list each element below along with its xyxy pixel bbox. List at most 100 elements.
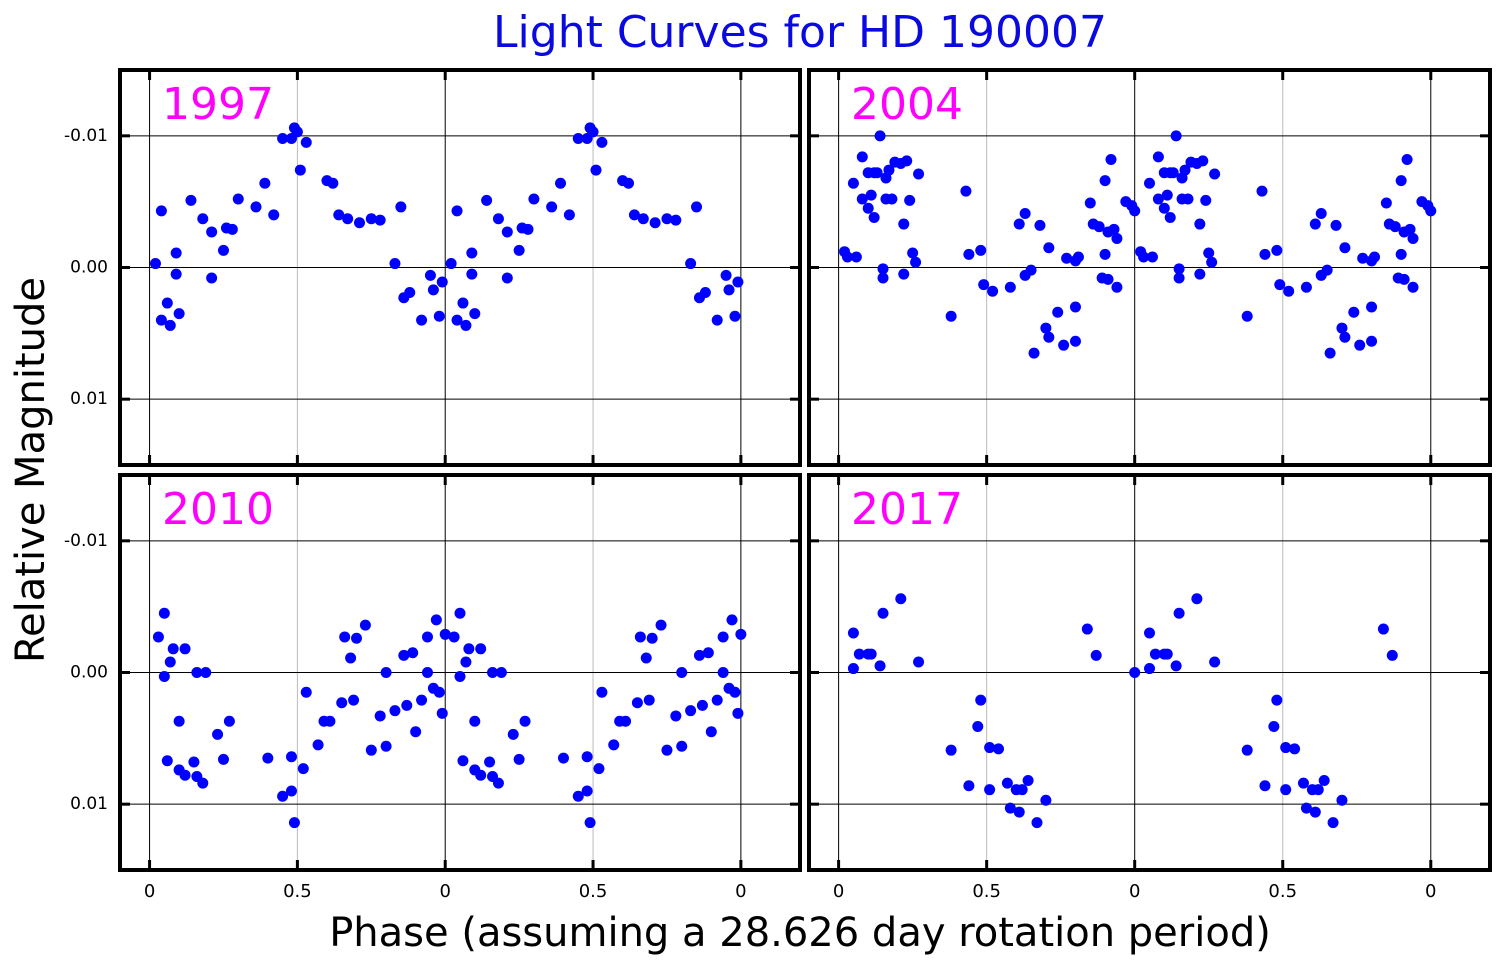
data-point xyxy=(410,726,422,738)
data-point xyxy=(646,632,658,644)
data-point xyxy=(729,686,741,698)
data-point xyxy=(856,193,868,205)
data-point xyxy=(898,218,910,230)
data-point xyxy=(563,209,575,221)
data-point xyxy=(416,694,428,706)
data-point xyxy=(1194,218,1206,230)
data-point xyxy=(1274,279,1286,291)
data-point xyxy=(197,213,209,225)
data-point xyxy=(862,202,874,214)
data-point xyxy=(856,151,868,163)
data-point xyxy=(1268,720,1280,732)
data-point xyxy=(395,201,407,213)
data-point xyxy=(1129,205,1141,217)
data-point xyxy=(197,777,209,789)
data-point xyxy=(380,667,392,678)
data-point xyxy=(1209,656,1221,668)
data-point xyxy=(380,740,392,752)
data-point xyxy=(1025,264,1037,276)
data-point xyxy=(1173,607,1185,619)
x-tick-label: 0 xyxy=(833,881,844,902)
data-point xyxy=(1348,306,1360,318)
data-point xyxy=(1061,252,1073,264)
data-point xyxy=(877,607,889,619)
data-point xyxy=(643,694,655,706)
y-tick-label: 0.01 xyxy=(70,389,108,409)
data-point xyxy=(1241,310,1253,322)
data-point xyxy=(161,297,173,309)
data-point xyxy=(850,251,862,263)
data-point xyxy=(164,656,176,668)
data-point xyxy=(620,715,632,727)
data-point xyxy=(1366,301,1378,313)
data-point xyxy=(883,164,895,176)
data-point xyxy=(555,177,567,189)
data-point xyxy=(1149,648,1161,660)
data-point xyxy=(285,785,297,797)
data-point xyxy=(1173,263,1185,275)
data-point xyxy=(649,217,661,229)
data-point xyxy=(975,244,987,256)
data-point xyxy=(1001,777,1013,789)
data-point xyxy=(696,699,708,711)
data-point xyxy=(206,272,218,284)
data-point xyxy=(963,780,975,792)
data-point xyxy=(1152,193,1164,205)
data-point xyxy=(1129,667,1141,678)
data-point xyxy=(466,268,478,280)
x-tick-label: 0.5 xyxy=(972,881,1001,902)
data-point xyxy=(874,130,886,142)
data-point xyxy=(1369,251,1381,263)
panel-frame xyxy=(807,473,1492,872)
data-point xyxy=(1043,331,1055,343)
data-point xyxy=(1271,694,1283,706)
data-point xyxy=(593,763,605,775)
data-point xyxy=(495,667,507,678)
data-point xyxy=(945,744,957,756)
y-tick-label: -0.01 xyxy=(64,126,108,146)
data-point xyxy=(185,194,197,206)
data-point xyxy=(847,177,859,189)
data-point xyxy=(155,205,167,217)
data-point xyxy=(454,607,466,619)
data-point xyxy=(297,763,309,775)
data-point xyxy=(277,790,289,802)
data-point xyxy=(1144,177,1155,189)
x-tick-label: 0 xyxy=(1425,881,1436,902)
data-point xyxy=(1336,322,1348,334)
data-point xyxy=(1380,197,1392,209)
data-point xyxy=(1016,784,1028,796)
data-point xyxy=(871,167,883,179)
data-point xyxy=(445,258,457,270)
data-point xyxy=(596,686,608,698)
data-point xyxy=(587,126,599,138)
data-point xyxy=(847,663,859,675)
data-point xyxy=(1152,151,1164,163)
data-point xyxy=(1158,202,1170,214)
data-point xyxy=(513,244,525,256)
data-point xyxy=(717,631,729,643)
data-point xyxy=(1084,197,1096,209)
data-point xyxy=(466,247,478,259)
data-point xyxy=(972,720,984,732)
data-point xyxy=(481,194,493,206)
data-point xyxy=(1179,164,1191,176)
data-point xyxy=(963,248,975,260)
data-point xyxy=(1099,248,1111,260)
data-point xyxy=(1389,221,1401,233)
data-point xyxy=(206,226,218,238)
data-point xyxy=(513,753,525,765)
y-tick-label: -0.01 xyxy=(64,531,108,551)
data-point xyxy=(910,256,922,268)
data-point xyxy=(436,707,448,719)
data-point xyxy=(1401,154,1413,166)
data-point xyxy=(1425,205,1437,217)
data-point xyxy=(1395,175,1407,187)
data-point xyxy=(732,276,744,288)
data-point xyxy=(676,667,688,678)
data-point xyxy=(158,670,170,682)
data-point xyxy=(1022,774,1034,786)
data-point xyxy=(904,194,916,206)
data-point xyxy=(416,314,428,326)
